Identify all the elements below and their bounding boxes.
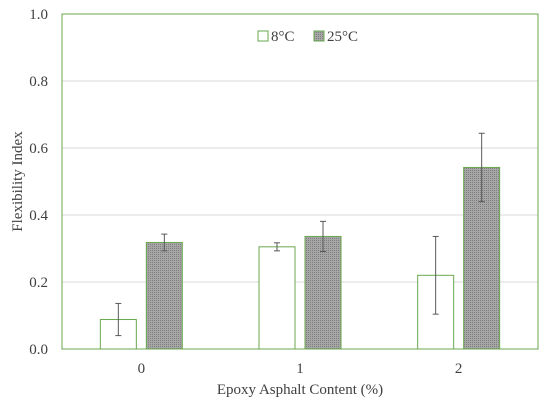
error-bar [320, 220, 326, 253]
x-tick-label: 2 [455, 361, 463, 377]
legend-swatch [257, 30, 269, 42]
y-axis-title: Flexibility Index [10, 131, 26, 232]
x-axis-title: Epoxy Asphalt Content (%) [217, 382, 383, 398]
error-bars [115, 132, 485, 337]
legend-item-8c: 8°C [257, 29, 295, 45]
x-axis-ticks: 0 1 2 [138, 361, 463, 377]
legend: 8°C 25°C [257, 29, 358, 45]
y-tick-label: 0.4 [29, 208, 48, 224]
legend-label: 25°C [327, 29, 358, 45]
error-bar [274, 242, 280, 252]
gridlines [62, 80, 538, 283]
y-tick-label: 1.0 [29, 7, 48, 23]
legend-swatch [313, 30, 325, 42]
x-tick-label: 0 [138, 361, 146, 377]
error-bar [432, 235, 439, 315]
legend-label: 8°C [271, 29, 295, 45]
bars [99, 166, 501, 350]
x-tick-label: 1 [296, 361, 304, 377]
bar-8c-cat-1 [258, 246, 296, 350]
plot-frame [61, 13, 539, 350]
y-tick-label: 0.0 [29, 342, 48, 358]
error-bar [161, 233, 168, 252]
y-tick-label: 0.8 [29, 74, 48, 90]
y-axis-ticks: 0.0 0.2 0.4 0.6 0.8 1.0 [29, 7, 48, 358]
error-bar [478, 132, 485, 203]
error-bar [115, 302, 122, 337]
legend-item-25c: 25°C [313, 29, 358, 45]
y-tick-label: 0.6 [29, 141, 48, 157]
y-tick-label: 0.2 [29, 275, 48, 291]
bar-25c-cat-0 [145, 241, 183, 350]
bar-25c-cat-1 [304, 235, 342, 350]
